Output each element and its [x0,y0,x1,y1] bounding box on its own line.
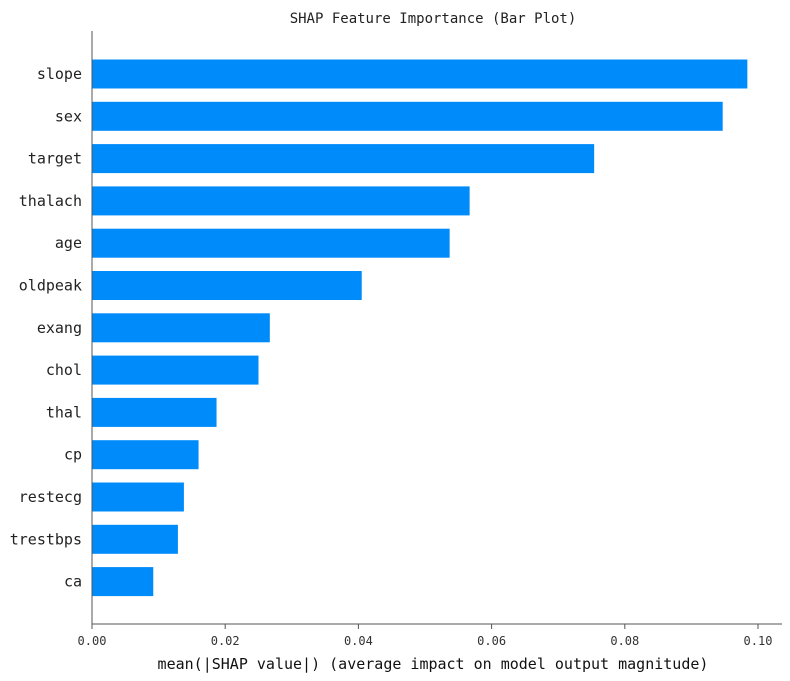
bar-thalach [92,186,470,216]
category-labels-group: slope sex target thalach age oldpeak exang chol… [10,65,82,591]
bar-thal [92,397,217,427]
bar-oldpeak [92,271,362,300]
category-label-thal: thal [46,403,82,421]
bar-slope [92,59,748,89]
x-tick-label: 0.04 [344,634,373,648]
category-label-oldpeak: oldpeak [19,277,82,295]
x-ticks-group: 0.00 0.02 0.04 0.06 0.08 0.10 [78,624,773,648]
bar-age [92,228,450,258]
category-label-ca: ca [64,573,82,591]
category-label-restecg: restecg [19,488,82,506]
chart-title: SHAP Feature Importance (Bar Plot) [290,11,577,27]
bar-cp [92,440,199,470]
category-label-age: age [55,234,82,252]
category-label-exang: exang [37,319,82,337]
x-tick-label: 0.00 [78,634,107,648]
category-label-cp: cp [64,446,82,464]
bar-ca [92,567,154,597]
bars-group [92,59,748,597]
bar-trestbps [92,524,178,554]
category-label-chol: chol [46,361,82,379]
category-label-sex: sex [55,107,82,125]
category-label-trestbps: trestbps [10,530,82,548]
category-label-slope: slope [37,65,82,83]
bar-target [92,144,595,174]
bar-chol [92,355,259,385]
x-axis-label: mean(|SHAP value|) (average impact on mo… [158,655,709,673]
x-tick-label: 0.02 [211,634,240,648]
bar-exang [92,313,270,343]
category-label-thalach: thalach [19,192,82,210]
x-tick-label: 0.06 [477,634,506,648]
bar-sex [92,101,723,131]
x-tick-label: 0.08 [610,634,639,648]
x-tick-label: 0.10 [744,634,773,648]
bar-restecg [92,482,184,512]
category-label-target: target [28,150,82,168]
